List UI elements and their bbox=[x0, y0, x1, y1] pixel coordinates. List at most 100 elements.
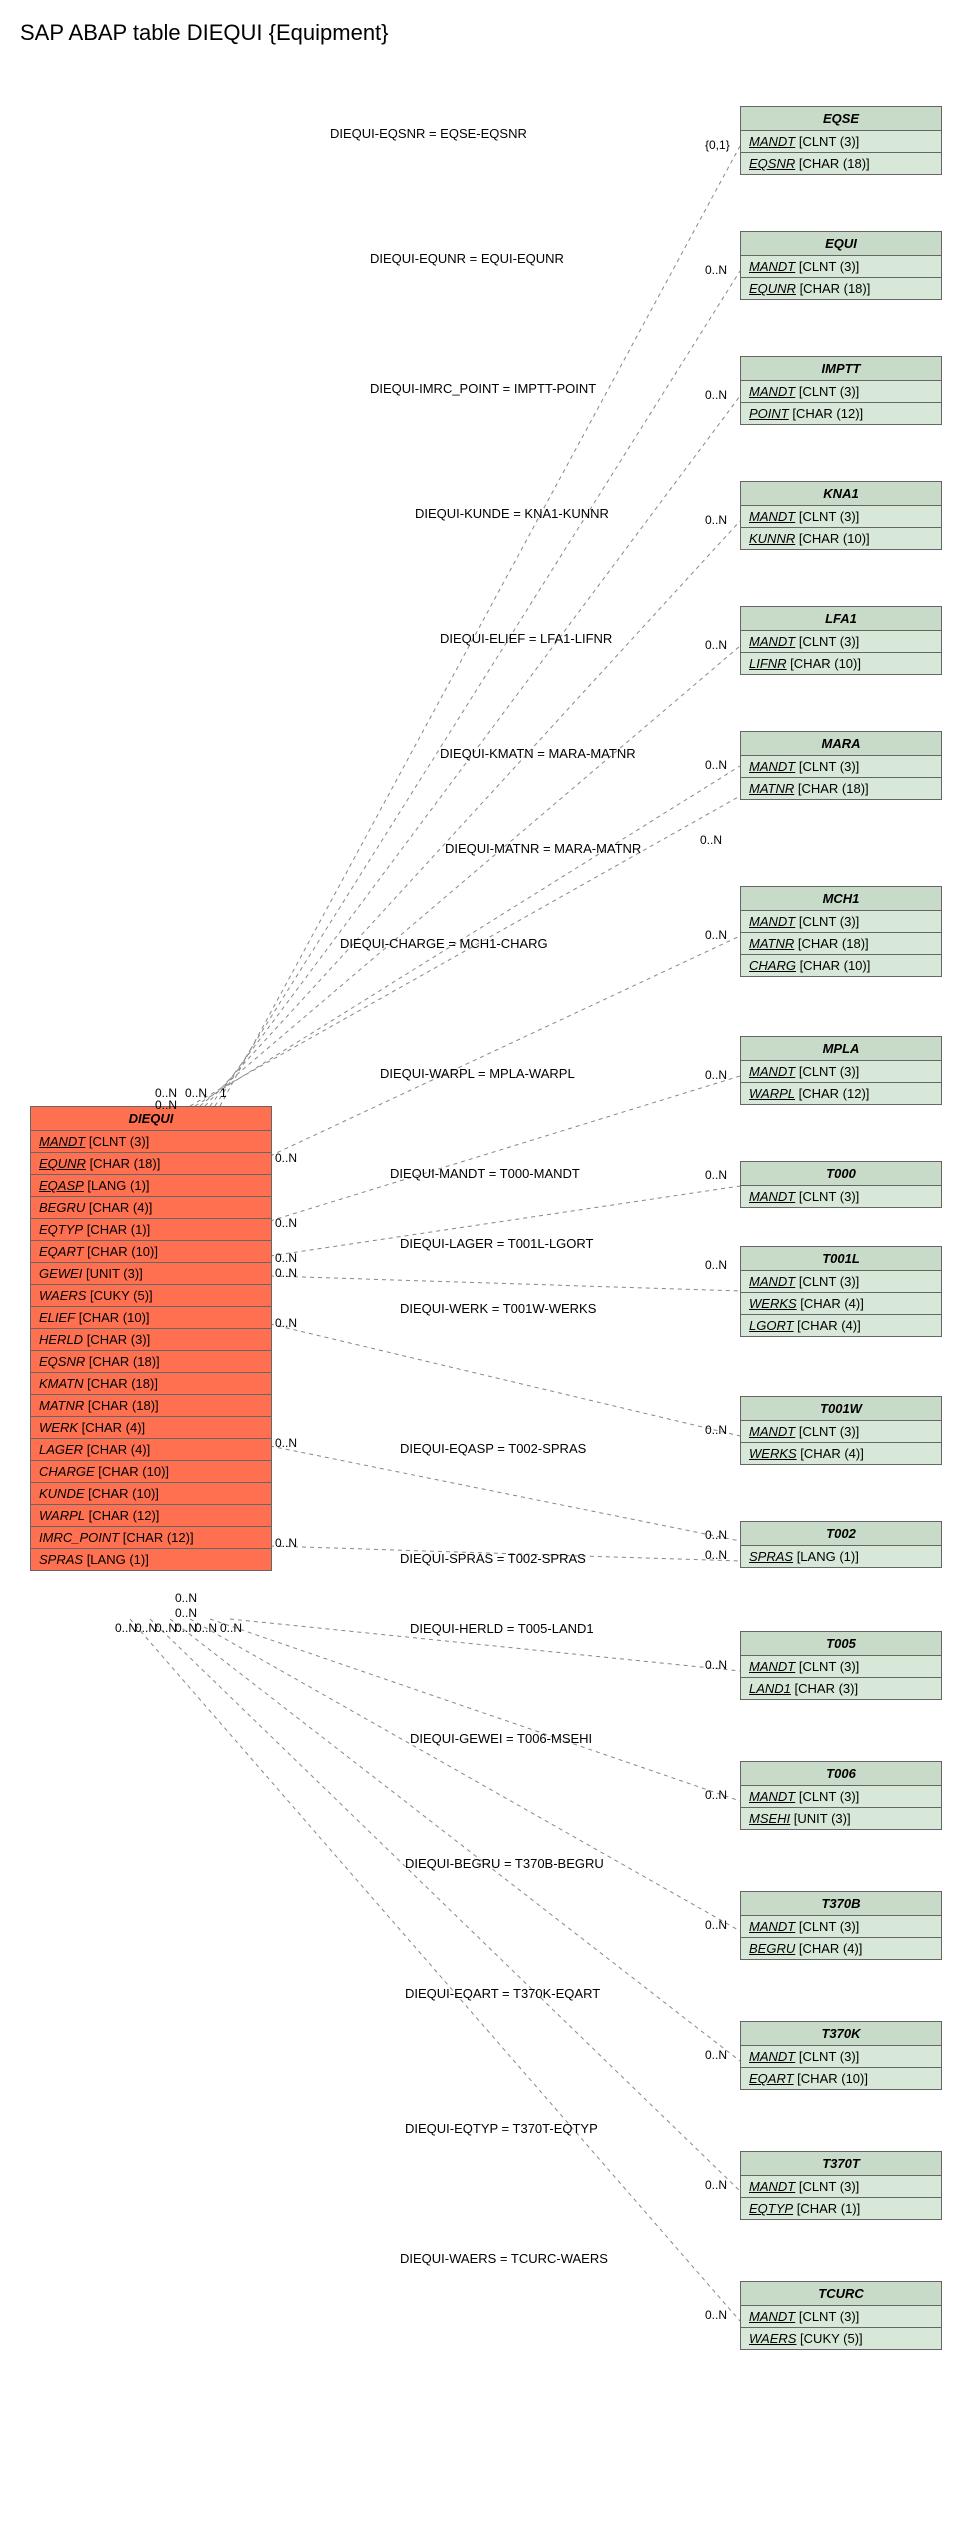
field-name: LAGER bbox=[39, 1442, 83, 1457]
field-name: LIFNR bbox=[749, 656, 787, 671]
edge-label: DIEQUI-KUNDE = KNA1-KUNNR bbox=[415, 506, 609, 521]
field-row: WARPL [CHAR (12)] bbox=[741, 1083, 941, 1104]
field-name: MANDT bbox=[749, 2049, 795, 2064]
cardinality-source: 0..N bbox=[175, 1606, 197, 1620]
edge-label: DIEQUI-EQSNR = EQSE-EQSNR bbox=[330, 126, 527, 141]
field-type: [CLNT (3)] bbox=[795, 2179, 859, 2194]
field-name: MANDT bbox=[749, 2309, 795, 2324]
table-t001w: T001WMANDT [CLNT (3)]WERKS [CHAR (4)] bbox=[740, 1396, 942, 1465]
field-name: CHARGE bbox=[39, 1464, 95, 1479]
cardinality-source: 0..N bbox=[175, 1591, 197, 1605]
field-row: EQUNR [CHAR (18)] bbox=[741, 278, 941, 299]
table-header: T370K bbox=[741, 2022, 941, 2046]
cardinality-target: 0..N bbox=[705, 2178, 727, 2192]
field-name: ELIEF bbox=[39, 1310, 75, 1325]
field-name: MANDT bbox=[749, 1274, 795, 1289]
edge-label: DIEQUI-WARPL = MPLA-WARPL bbox=[380, 1066, 575, 1081]
cardinality-source: 0..N bbox=[185, 1086, 207, 1100]
field-row: MANDT [CLNT (3)] bbox=[741, 1186, 941, 1207]
field-row: LAND1 [CHAR (3)] bbox=[741, 1678, 941, 1699]
field-name: EQSNR bbox=[749, 156, 795, 171]
field-type: [CHAR (18)] bbox=[795, 156, 869, 171]
field-name: MANDT bbox=[749, 1189, 795, 1204]
table-t370b: T370BMANDT [CLNT (3)]BEGRU [CHAR (4)] bbox=[740, 1891, 942, 1960]
cardinality-target: 0..N bbox=[705, 1068, 727, 1082]
field-name: POINT bbox=[749, 406, 789, 421]
field-row: LIFNR [CHAR (10)] bbox=[741, 653, 941, 674]
field-row: SPRAS [LANG (1)] bbox=[741, 1546, 941, 1567]
field-name: MANDT bbox=[749, 1789, 795, 1804]
field-name: MATNR bbox=[749, 936, 794, 951]
field-name: WAERS bbox=[749, 2331, 796, 2346]
cardinality-target: 0..N bbox=[705, 513, 727, 527]
cardinality-target: 0..N bbox=[705, 1258, 727, 1272]
cardinality-source: 0..N bbox=[275, 1216, 297, 1230]
field-type: [CLNT (3)] bbox=[795, 914, 859, 929]
field-row: WERKS [CHAR (4)] bbox=[741, 1443, 941, 1464]
table-lfa1: LFA1MANDT [CLNT (3)]LIFNR [CHAR (10)] bbox=[740, 606, 942, 675]
table-eqse: EQSEMANDT [CLNT (3)]EQSNR [CHAR (18)] bbox=[740, 106, 942, 175]
field-row: POINT [CHAR (12)] bbox=[741, 403, 941, 424]
field-row: SPRAS [LANG (1)] bbox=[31, 1549, 271, 1570]
field-name: MANDT bbox=[749, 914, 795, 929]
field-type: [UNIT (3)] bbox=[790, 1811, 850, 1826]
edge-label: DIEQUI-SPRAS = T002-SPRAS bbox=[400, 1551, 586, 1566]
field-type: [CHAR (18)] bbox=[86, 1156, 160, 1171]
field-type: [CLNT (3)] bbox=[85, 1134, 149, 1149]
field-row: BEGRU [CHAR (4)] bbox=[741, 1938, 941, 1959]
cardinality-target: 0..N bbox=[705, 1548, 727, 1562]
table-header: DIEQUI bbox=[31, 1107, 271, 1131]
field-row: MANDT [CLNT (3)] bbox=[741, 1786, 941, 1808]
table-header: T005 bbox=[741, 1632, 941, 1656]
cardinality-target: 0..N bbox=[705, 1168, 727, 1182]
cardinality-source: 0..N bbox=[275, 1316, 297, 1330]
field-row: MANDT [CLNT (3)] bbox=[741, 131, 941, 153]
table-t005: T005MANDT [CLNT (3)]LAND1 [CHAR (3)] bbox=[740, 1631, 942, 1700]
cardinality-source: 0..N bbox=[135, 1621, 157, 1635]
field-type: [CLNT (3)] bbox=[795, 759, 859, 774]
field-type: [CHAR (4)] bbox=[78, 1420, 145, 1435]
table-header: EQUI bbox=[741, 232, 941, 256]
field-name: SPRAS bbox=[39, 1552, 83, 1567]
field-row: MATNR [CHAR (18)] bbox=[31, 1395, 271, 1417]
field-type: [CHAR (18)] bbox=[84, 1376, 158, 1391]
table-header: IMPTT bbox=[741, 357, 941, 381]
field-name: EQUNR bbox=[749, 281, 796, 296]
edge-label: DIEQUI-IMRC_POINT = IMPTT-POINT bbox=[370, 381, 596, 396]
edge-label: DIEQUI-EQUNR = EQUI-EQUNR bbox=[370, 251, 564, 266]
field-type: [CLNT (3)] bbox=[795, 634, 859, 649]
field-type: [CHAR (3)] bbox=[83, 1332, 150, 1347]
field-name: EQSNR bbox=[39, 1354, 85, 1369]
field-row: EQUNR [CHAR (18)] bbox=[31, 1153, 271, 1175]
field-row: MANDT [CLNT (3)] bbox=[741, 631, 941, 653]
table-diequi: DIEQUIMANDT [CLNT (3)]EQUNR [CHAR (18)]E… bbox=[30, 1106, 272, 1571]
cardinality-target: 0..N bbox=[705, 1658, 727, 1672]
table-header: T370B bbox=[741, 1892, 941, 1916]
table-header: KNA1 bbox=[741, 482, 941, 506]
field-name: GEWEI bbox=[39, 1266, 82, 1281]
field-type: [CLNT (3)] bbox=[795, 134, 859, 149]
edge-label: DIEQUI-EQTYP = T370T-EQTYP bbox=[405, 2121, 598, 2136]
cardinality-source: 1 bbox=[220, 1086, 227, 1100]
field-name: MANDT bbox=[749, 1659, 795, 1674]
edge-label: DIEQUI-CHARGE = MCH1-CHARG bbox=[340, 936, 548, 951]
field-name: IMRC_POINT bbox=[39, 1530, 119, 1545]
field-type: [CLNT (3)] bbox=[795, 1189, 859, 1204]
er-diagram: DIEQUIMANDT [CLNT (3)]EQUNR [CHAR (18)]E… bbox=[20, 66, 953, 2516]
field-row: GEWEI [UNIT (3)] bbox=[31, 1263, 271, 1285]
field-row: MANDT [CLNT (3)] bbox=[741, 911, 941, 933]
field-name: CHARG bbox=[749, 958, 796, 973]
field-type: [CHAR (18)] bbox=[84, 1398, 158, 1413]
field-type: [CLNT (3)] bbox=[795, 259, 859, 274]
edge-label: DIEQUI-GEWEI = T006-MSEHI bbox=[410, 1731, 592, 1746]
table-header: T006 bbox=[741, 1762, 941, 1786]
field-type: [CHAR (1)] bbox=[793, 2201, 860, 2216]
field-type: [CHAR (4)] bbox=[83, 1442, 150, 1457]
field-row: MATNR [CHAR (18)] bbox=[741, 778, 941, 799]
field-name: LGORT bbox=[749, 1318, 794, 1333]
field-type: [CHAR (10)] bbox=[95, 1464, 169, 1479]
field-type: [CUKY (5)] bbox=[86, 1288, 152, 1303]
cardinality-target: {0,1} bbox=[705, 138, 730, 152]
cardinality-target: 0..N bbox=[705, 1423, 727, 1437]
table-t002: T002SPRAS [LANG (1)] bbox=[740, 1521, 942, 1568]
